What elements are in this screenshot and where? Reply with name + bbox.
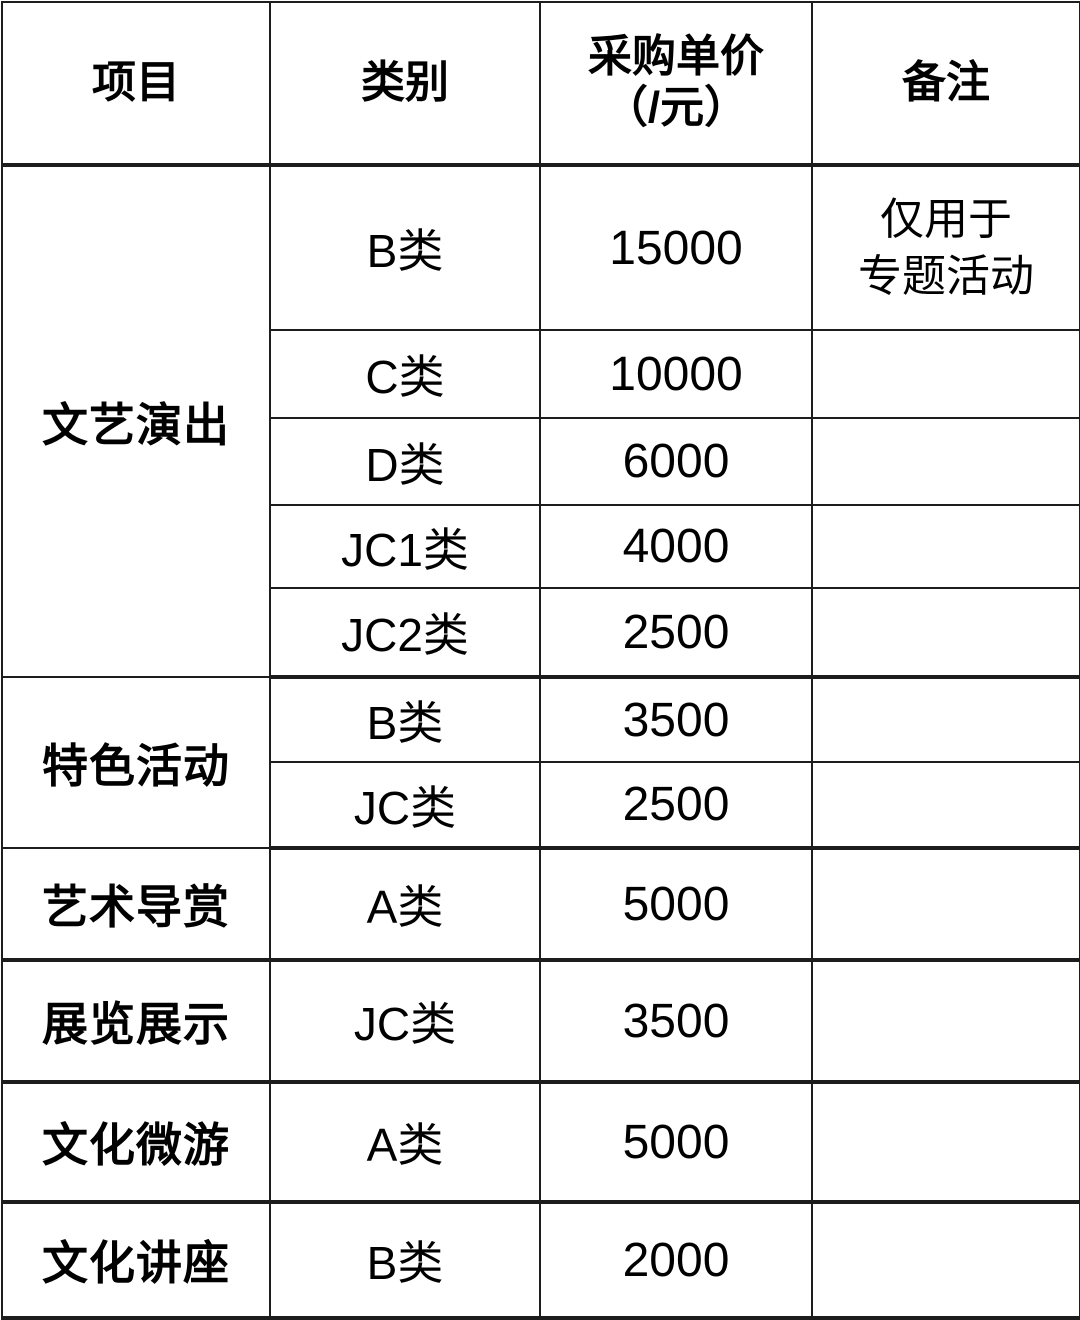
project-cell: 展览展示 [1, 959, 271, 1084]
price-cell: 2500 [539, 761, 813, 850]
category-cell: A类 [269, 1081, 541, 1204]
table-row: 特色活动 B类 3500 [1, 676, 1080, 849]
table-row: JC类 2500 [2, 761, 1080, 850]
table-row: 文艺演出 B类 15000 仅用于 专题活动 [1, 164, 1080, 678]
header-unit-price-line1: 采购单价 [588, 32, 764, 82]
price-cell: 2000 [539, 1201, 813, 1320]
note-cell: 仅用于 专题活动 [811, 164, 1080, 331]
project-cell: 文化讲座 [1, 1201, 271, 1320]
price-cell: 15000 [539, 164, 813, 331]
price-cell: 5000 [539, 847, 813, 962]
category-cell: JC类 [269, 761, 541, 850]
category-cell: JC类 [269, 959, 541, 1084]
table-row: D类 6000 [2, 417, 1080, 506]
note-cell [811, 761, 1080, 850]
table-row: 文化讲座 B类 2000 [1, 1201, 1080, 1320]
category-cell: JC2类 [269, 587, 541, 679]
category-cell: B类 [269, 164, 541, 331]
category-cell: B类 [269, 1201, 541, 1320]
category-cell: D类 [269, 417, 541, 506]
note-cell [811, 329, 1080, 419]
project-cell: 文化微游 [1, 1081, 271, 1204]
note-cell [811, 1201, 1080, 1320]
category-cell: C类 [269, 329, 541, 419]
category-cell: JC1类 [269, 504, 541, 589]
table-row: JC1类 4000 [2, 504, 1080, 589]
note-cell [811, 504, 1080, 589]
price-cell: 5000 [539, 1081, 813, 1204]
note-cell [811, 1081, 1080, 1204]
header-project: 项目 [1, 1, 271, 167]
price-cell: 4000 [539, 504, 813, 589]
table-row: 艺术导赏 A类 5000 [1, 847, 1080, 962]
header-unit-price: 采购单价 （/元） [539, 1, 813, 167]
table-body: 文艺演出 B类 15000 仅用于 专题活动 C类 10000 D类 6000 JC1类 4000 J… [1, 164, 1080, 1320]
table-row: JC2类 2500 [2, 587, 1080, 679]
price-cell: 6000 [539, 417, 813, 506]
note-cell [811, 417, 1080, 506]
note-cell [811, 676, 1080, 763]
project-cell: 艺术导赏 [1, 847, 271, 962]
project-cell: 特色活动 [1, 676, 271, 849]
table-header: 项目 类别 采购单价 （/元） 备注 [1, 1, 1080, 167]
note-line: 专题活动 [858, 252, 1034, 301]
category-cell: A类 [269, 847, 541, 962]
header-unit-price-line2: （/元） [603, 83, 749, 132]
price-cell: 2500 [539, 587, 813, 679]
header-note: 备注 [811, 1, 1080, 167]
header-category: 类别 [269, 1, 541, 167]
price-cell: 3500 [539, 959, 813, 1084]
header-row: 项目 类别 采购单价 （/元） 备注 [1, 1, 1080, 167]
table-row: 文化微游 A类 5000 [1, 1081, 1080, 1204]
note-line: 仅用于 [880, 194, 1012, 244]
price-cell: 10000 [539, 329, 813, 419]
price-cell: 3500 [539, 676, 813, 763]
category-cell: B类 [269, 676, 541, 763]
note-cell [811, 587, 1080, 679]
table-row: C类 10000 [2, 329, 1080, 419]
table-row: 展览展示 JC类 3500 [1, 959, 1080, 1084]
project-cell: 文艺演出 [1, 164, 271, 678]
note-cell [811, 959, 1080, 1084]
note-cell [811, 847, 1080, 962]
